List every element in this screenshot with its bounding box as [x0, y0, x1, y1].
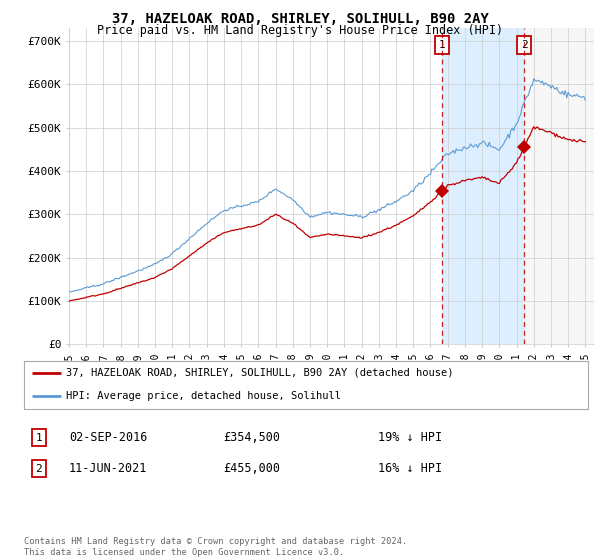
- Text: £354,500: £354,500: [223, 431, 281, 445]
- Text: 11-JUN-2021: 11-JUN-2021: [69, 462, 147, 475]
- Text: 2: 2: [521, 40, 527, 50]
- Text: 02-SEP-2016: 02-SEP-2016: [69, 431, 147, 445]
- Text: 1: 1: [439, 40, 445, 50]
- Text: 2: 2: [35, 464, 43, 474]
- Text: 37, HAZELOAK ROAD, SHIRLEY, SOLIHULL, B90 2AY (detached house): 37, HAZELOAK ROAD, SHIRLEY, SOLIHULL, B9…: [66, 367, 454, 377]
- Text: Price paid vs. HM Land Registry's House Price Index (HPI): Price paid vs. HM Land Registry's House …: [97, 24, 503, 36]
- Text: 16% ↓ HPI: 16% ↓ HPI: [378, 462, 442, 475]
- Text: 37, HAZELOAK ROAD, SHIRLEY, SOLIHULL, B90 2AY: 37, HAZELOAK ROAD, SHIRLEY, SOLIHULL, B9…: [112, 12, 488, 26]
- Text: Contains HM Land Registry data © Crown copyright and database right 2024.
This d: Contains HM Land Registry data © Crown c…: [24, 537, 407, 557]
- Bar: [524, 28, 594, 344]
- Bar: [442, 28, 524, 344]
- Text: £455,000: £455,000: [223, 462, 281, 475]
- Text: 19% ↓ HPI: 19% ↓ HPI: [378, 431, 442, 445]
- Text: HPI: Average price, detached house, Solihull: HPI: Average price, detached house, Soli…: [66, 391, 341, 401]
- Text: 1: 1: [35, 433, 43, 443]
